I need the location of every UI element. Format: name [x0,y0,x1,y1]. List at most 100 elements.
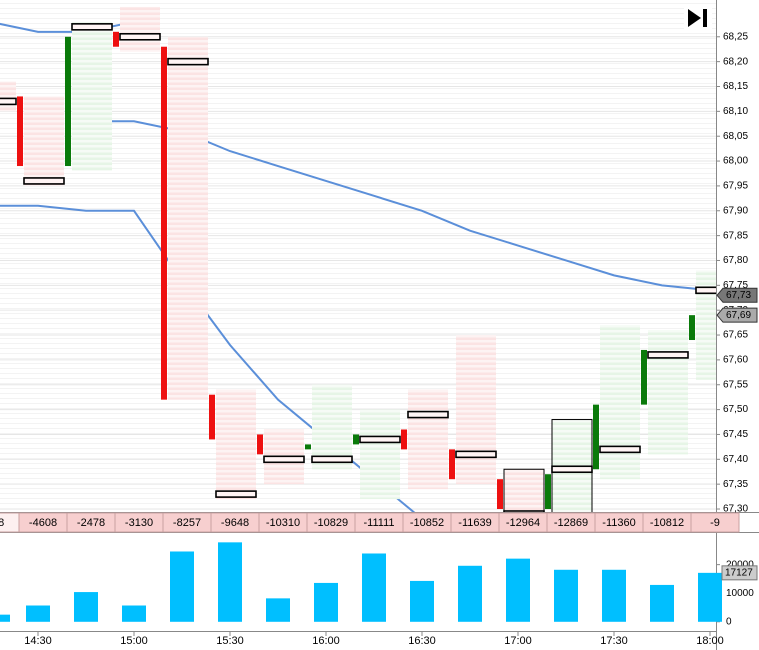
end-bar-icon[interactable] [703,9,707,27]
x-tick-label: 16:00 [312,635,340,647]
y-tick-label: 67,45 [723,429,748,440]
volume-bar [218,542,242,622]
volume-bar [122,605,146,622]
candle-body [401,429,407,450]
footprint-column [504,469,544,512]
poc-box [71,23,113,31]
delta-label: -11111 [364,517,395,529]
volume-bar [410,580,434,622]
grid [0,3,716,510]
delta-label: -10310 [266,517,300,529]
volume-bar [602,569,626,622]
delta-cell [690,512,740,533]
volume-bar [170,551,194,622]
poc-box [599,445,641,454]
y-tick-label: 67,90 [723,205,748,216]
poc-box [359,435,401,444]
last-price-label: 67,73 [726,290,751,301]
y-tick-label: 67,40 [723,454,748,465]
footprint-column [216,389,256,500]
delta-label: -10812 [650,517,684,529]
x-tick-label: 15:00 [120,635,148,647]
footprint-column [360,409,400,500]
delta-label: -11639 [458,517,491,529]
poc-box [407,410,449,419]
y-tick-label: 67,95 [723,181,748,192]
delta-label: -4608 [29,517,57,529]
y-tick-label: 67,30 [723,504,748,515]
delta-label: -3130 [125,517,153,529]
x-tick-label: 14:30 [24,635,52,647]
volume-bar [554,569,578,622]
footprint-column [648,330,688,455]
candle-body [497,479,503,510]
play-end-button[interactable] [684,6,712,30]
candle-body [545,474,551,510]
volume-bar [26,605,50,622]
volume-bar [0,614,10,622]
footprint-column [168,36,208,400]
y-tick-label: 68,00 [723,156,748,167]
volume-bar [74,592,98,622]
footprint-column [408,389,448,490]
poc-box [551,465,593,474]
poc-box [311,455,353,464]
candle-body [641,349,647,405]
candle-body [161,46,167,400]
y-tick-label: 68,05 [723,131,748,142]
poc-box [263,455,305,464]
poc-box [215,490,257,498]
volume-bar [458,565,482,622]
candles [0,6,716,512]
volume-value-tag [721,565,758,581]
y-tick-label: 67,35 [723,479,748,490]
footprint-column [0,81,16,112]
x-tick-label: 15:30 [216,635,244,647]
column-outline [503,468,545,512]
poc-box [23,177,65,185]
volume-bar [314,582,338,622]
footprint-column [120,6,160,52]
poc-box [119,32,161,41]
delta-label: 028 [0,517,4,529]
y-tick-label: 67,80 [723,255,748,266]
x-tick-label: 16:30 [408,635,436,647]
x-tick-label: 17:00 [504,635,532,647]
footprint-column [312,384,352,470]
y-tick-label: 67,60 [723,355,748,366]
y-tick-label: 67,65 [723,330,748,341]
delta-label: -12964 [506,517,540,529]
delta-label: -9 [710,517,720,529]
candle-body [65,36,71,167]
y-tick-label: 67,55 [723,379,748,390]
poc-box [503,510,545,512]
y-tick-label: 67,75 [723,280,748,291]
volume-bar [362,553,386,622]
play-icon[interactable] [688,9,701,27]
delta-label: -8257 [173,517,201,529]
candle-body [305,444,311,450]
candle-body [353,434,359,445]
volume-bar [266,598,290,622]
y-tick-label: 68,10 [723,106,748,117]
delta-label: -9648 [221,517,249,529]
volume-bar [506,558,530,622]
column-outline [551,419,593,512]
x-tick-label: 18:00 [696,635,724,647]
delta-label: -12869 [554,517,588,529]
candle-body [113,31,119,47]
y-tick-label: 20000 [726,559,754,570]
y-tick-label: 10000 [726,588,754,599]
candle-body [17,96,23,167]
y-tick-label: 68,15 [723,81,748,92]
candle-body [593,404,599,470]
footprint-column [24,96,64,186]
delta-label: -11360 [602,517,635,529]
y-tick-label: 68,25 [723,31,748,42]
candle-body [689,315,695,341]
last-price-label: 67,69 [726,310,751,321]
y-tick-label: 67,50 [723,404,748,415]
